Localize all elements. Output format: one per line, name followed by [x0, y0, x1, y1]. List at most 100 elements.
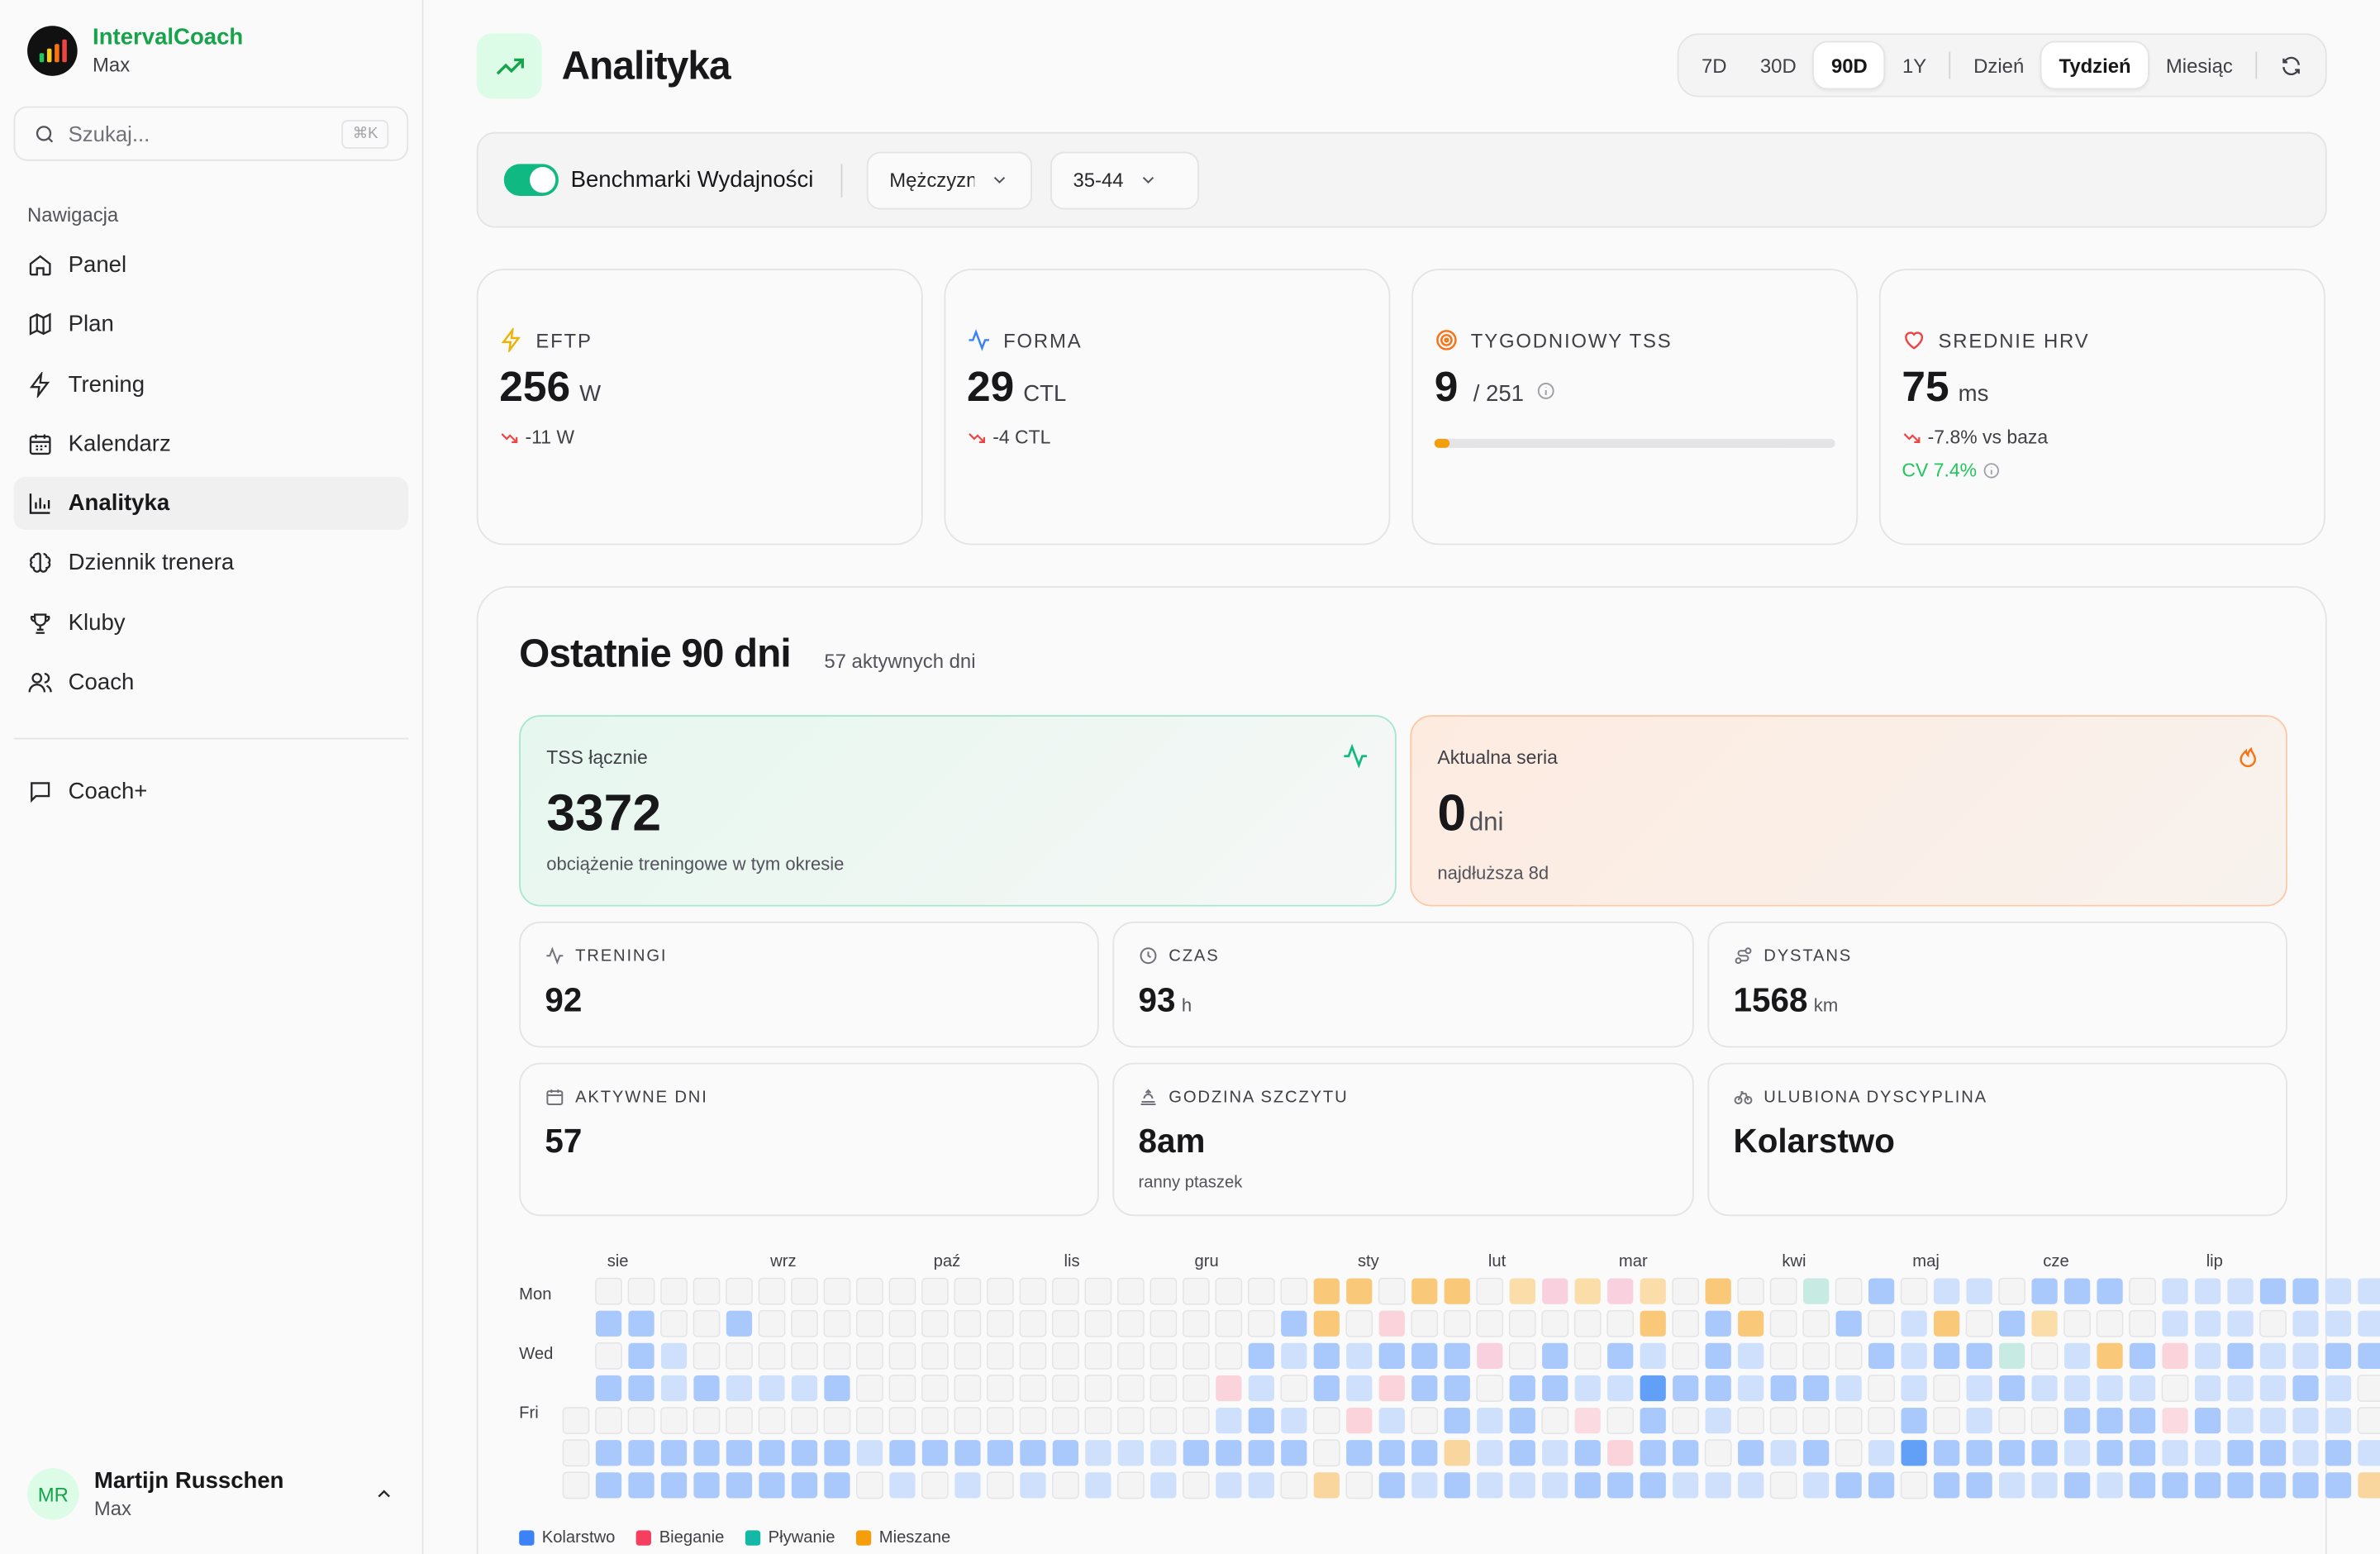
heatmap-cell[interactable]	[2097, 1278, 2123, 1304]
heatmap-cell[interactable]	[1868, 1375, 1895, 1402]
heatmap-cell[interactable]	[1607, 1472, 1634, 1499]
heatmap-cell[interactable]	[889, 1440, 916, 1466]
heatmap-cell[interactable]	[1705, 1375, 1731, 1402]
heatmap-cell[interactable]	[921, 1471, 949, 1499]
heatmap-cell[interactable]	[1803, 1440, 1830, 1466]
heatmap-cell[interactable]	[1150, 1342, 1178, 1370]
heatmap-cell[interactable]	[2325, 1375, 2352, 1402]
heatmap-cell[interactable]	[2063, 1440, 2091, 1466]
heatmap-cell[interactable]	[987, 1375, 1014, 1402]
heatmap-cell[interactable]	[1933, 1375, 1960, 1402]
heatmap-cell[interactable]	[1705, 1472, 1731, 1499]
heatmap-cell[interactable]	[1378, 1408, 1405, 1434]
heatmap-cell[interactable]	[1084, 1277, 1112, 1305]
heatmap-cell[interactable]	[2097, 1440, 2123, 1466]
heatmap-cell[interactable]	[1640, 1408, 1666, 1434]
heatmap-cell[interactable]	[726, 1472, 753, 1499]
heatmap-cell[interactable]	[2259, 1472, 2287, 1499]
heatmap-cell[interactable]	[2129, 1472, 2156, 1499]
heatmap-cell[interactable]	[1215, 1309, 1243, 1337]
heatmap-cell[interactable]	[1933, 1407, 1960, 1434]
heatmap-cell[interactable]	[921, 1309, 949, 1337]
heatmap-cell[interactable]	[1248, 1472, 1274, 1499]
heatmap-cell[interactable]	[1901, 1440, 1927, 1466]
heatmap-cell[interactable]	[1934, 1342, 1960, 1370]
heatmap-cell[interactable]	[758, 1277, 786, 1305]
heatmap-cell[interactable]	[562, 1439, 590, 1467]
heatmap-cell[interactable]	[1835, 1277, 1863, 1305]
heatmap-cell[interactable]	[1542, 1278, 1568, 1304]
heatmap-cell[interactable]	[1281, 1440, 1307, 1466]
heatmap-cell[interactable]	[758, 1407, 786, 1434]
heatmap-cell[interactable]	[1280, 1277, 1308, 1305]
heatmap-cell[interactable]	[758, 1309, 786, 1337]
heatmap-cell[interactable]	[1444, 1278, 1470, 1304]
heatmap-cell[interactable]	[562, 1471, 590, 1499]
heatmap-cell[interactable]	[627, 1407, 655, 1434]
heatmap-cell[interactable]	[1411, 1472, 1438, 1499]
heatmap-cell[interactable]	[1084, 1407, 1112, 1434]
sidebar-item-dziennik[interactable]: Dziennik trenera	[14, 536, 409, 589]
heatmap-cell[interactable]	[824, 1375, 850, 1402]
heatmap-cell[interactable]	[954, 1277, 982, 1305]
heatmap-cell[interactable]	[2161, 1375, 2189, 1402]
heatmap-cell[interactable]	[660, 1407, 688, 1434]
heatmap-cell[interactable]	[1705, 1278, 1731, 1304]
heatmap-cell[interactable]	[1084, 1342, 1112, 1370]
age-select[interactable]: 35-44	[1050, 150, 1199, 209]
heatmap-cell[interactable]	[1640, 1472, 1666, 1499]
heatmap-cell[interactable]	[595, 1407, 622, 1434]
heatmap-cell[interactable]	[1835, 1342, 1863, 1370]
heatmap-cell[interactable]	[693, 1309, 721, 1337]
heatmap-cell[interactable]	[1248, 1440, 1274, 1466]
heatmap-cell[interactable]	[856, 1440, 883, 1466]
sidebar-item-coach[interactable]: Coach	[14, 656, 409, 709]
heatmap-cell[interactable]	[1378, 1342, 1405, 1370]
heatmap-cell[interactable]	[791, 1375, 818, 1402]
heatmap-cell[interactable]	[660, 1472, 688, 1499]
heatmap-cell[interactable]	[1998, 1375, 2025, 1402]
heatmap-cell[interactable]	[1769, 1471, 1797, 1499]
heatmap-cell[interactable]	[1934, 1278, 1960, 1304]
heatmap-cell[interactable]	[856, 1309, 883, 1337]
heatmap-cell[interactable]	[856, 1277, 883, 1305]
heatmap-cell[interactable]	[1541, 1309, 1569, 1337]
benchmark-toggle[interactable]	[503, 164, 559, 196]
heatmap-cell[interactable]	[987, 1309, 1014, 1337]
heatmap-cell[interactable]	[628, 1310, 654, 1337]
heatmap-cell[interactable]	[1673, 1375, 1699, 1402]
kpi-weekly-tss[interactable]: TYGODNIOWY TSS 9 / 251	[1411, 269, 1859, 546]
heatmap-cell[interactable]	[856, 1375, 883, 1402]
heatmap-cell[interactable]	[1052, 1407, 1079, 1434]
heatmap-cell[interactable]	[1640, 1440, 1666, 1466]
heatmap-cell[interactable]	[1542, 1375, 1568, 1402]
heatmap-cell[interactable]	[1769, 1342, 1797, 1370]
heatmap-cell[interactable]	[1673, 1440, 1699, 1466]
heatmap-cell[interactable]	[1542, 1440, 1568, 1466]
heatmap-cell[interactable]	[2325, 1310, 2352, 1337]
heatmap-cell[interactable]	[2031, 1310, 2058, 1337]
heatmap-cell[interactable]	[1835, 1439, 1863, 1467]
heatmap-cell[interactable]	[726, 1375, 753, 1402]
heatmap-cell[interactable]	[2357, 1407, 2380, 1434]
heatmap-cell[interactable]	[1868, 1440, 1895, 1466]
heatmap-cell[interactable]	[1934, 1472, 1960, 1499]
heatmap-cell[interactable]	[1020, 1472, 1046, 1499]
heatmap-cell[interactable]	[1672, 1309, 1700, 1337]
heatmap-cell[interactable]	[1509, 1440, 1535, 1466]
heatmap-cell[interactable]	[1738, 1310, 1764, 1337]
heatmap-cell[interactable]	[1183, 1471, 1210, 1499]
heatmap-cell[interactable]	[2162, 1310, 2188, 1337]
heatmap-cell[interactable]	[2259, 1375, 2287, 1402]
heatmap-cell[interactable]	[1966, 1472, 1992, 1499]
search-input[interactable]: Szukaj... ⌘K	[13, 106, 409, 161]
heatmap-cell[interactable]	[1998, 1440, 2025, 1466]
heatmap-cell[interactable]	[824, 1440, 850, 1466]
heatmap-cell[interactable]	[1280, 1471, 1308, 1499]
heatmap-cell[interactable]	[1247, 1309, 1275, 1337]
heatmap-cell[interactable]	[1346, 1342, 1373, 1370]
heatmap-cell[interactable]	[595, 1277, 622, 1305]
heatmap-cell[interactable]	[1444, 1408, 1470, 1434]
heatmap-cell[interactable]	[1117, 1471, 1145, 1499]
heatmap-cell[interactable]	[1444, 1472, 1470, 1499]
